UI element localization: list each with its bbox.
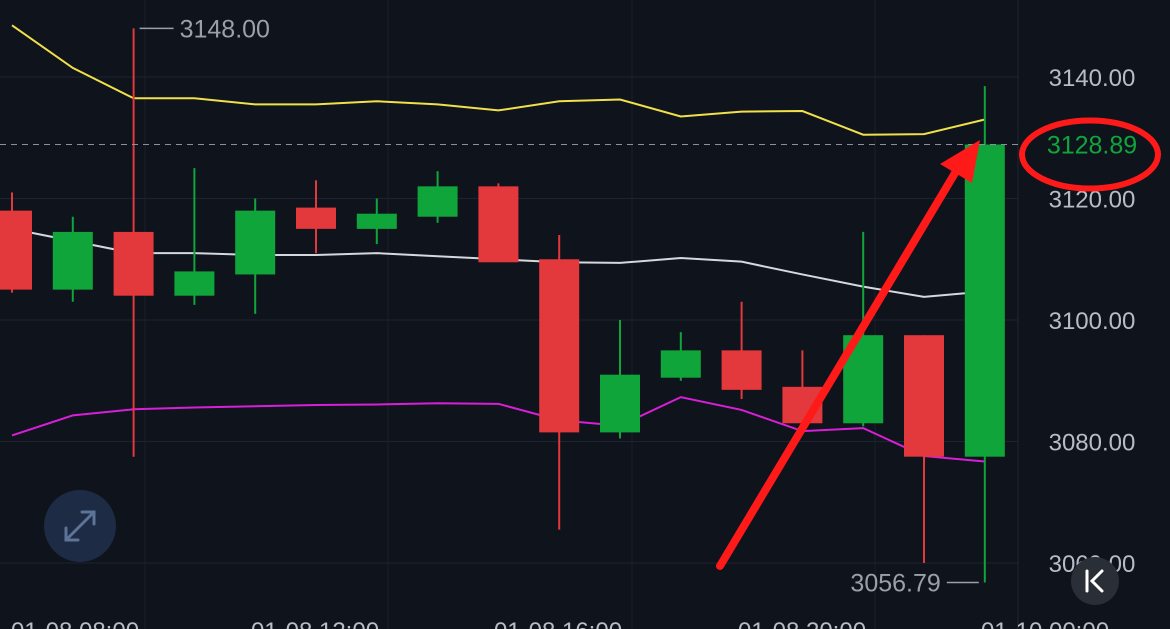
y-tick-label: 3100.00 bbox=[1049, 308, 1136, 335]
x-tick-label: 01-08 12:00 bbox=[251, 618, 379, 629]
upper-band-line bbox=[11, 24, 986, 136]
candle bbox=[0, 192, 32, 293]
candle bbox=[660, 332, 701, 381]
high-marker-label: 3148.00 bbox=[180, 15, 270, 43]
collapse-left-icon bbox=[1085, 569, 1104, 593]
candle-body bbox=[600, 374, 640, 433]
expand-icon bbox=[64, 510, 96, 542]
lower-band-line bbox=[11, 396, 985, 463]
annotation-arrow-shaft bbox=[716, 164, 962, 570]
candle bbox=[235, 198, 276, 314]
candle bbox=[356, 198, 397, 245]
candle-body bbox=[539, 259, 580, 433]
candles bbox=[0, 28, 1005, 583]
low-marker-label: 3056.79 bbox=[850, 570, 940, 598]
x-tick-label: 01-08 16:00 bbox=[494, 618, 622, 629]
candle bbox=[964, 86, 1005, 583]
candle bbox=[904, 335, 944, 563]
x-tick-label: 01-08 20:00 bbox=[738, 618, 866, 629]
candle bbox=[113, 28, 154, 457]
candle bbox=[478, 183, 519, 263]
candle-body bbox=[235, 210, 276, 275]
axes: 3140.003120.003100.003080.003060.0001-08… bbox=[11, 65, 1135, 629]
candle-body bbox=[417, 186, 458, 217]
candle bbox=[721, 301, 762, 399]
candle-body bbox=[964, 144, 1005, 457]
candle-body bbox=[52, 231, 93, 290]
candle bbox=[296, 180, 336, 254]
y-tick-label: 3140.00 bbox=[1049, 65, 1136, 92]
collapse-button[interactable] bbox=[1071, 557, 1119, 605]
candle-body bbox=[904, 335, 944, 457]
x-tick-label: 01-10 00:00 bbox=[981, 618, 1109, 629]
candle-body bbox=[721, 350, 762, 390]
annotations bbox=[716, 117, 1161, 570]
candle bbox=[174, 168, 215, 305]
current-price-label: 3128.89 bbox=[1047, 131, 1137, 159]
candle-body bbox=[660, 350, 701, 378]
candle-body bbox=[174, 271, 215, 296]
x-tick-label: 01-08 08:00 bbox=[11, 618, 139, 629]
grid bbox=[0, 0, 1019, 629]
candle bbox=[600, 320, 640, 439]
candle bbox=[417, 171, 458, 223]
y-tick-label: 3080.00 bbox=[1049, 430, 1136, 457]
candle bbox=[539, 234, 580, 530]
highlight-circle bbox=[1019, 117, 1161, 192]
candle-body bbox=[478, 186, 519, 263]
candle bbox=[52, 216, 93, 302]
candle-body bbox=[113, 231, 154, 296]
expand-button[interactable] bbox=[44, 490, 116, 562]
annotation-arrow-head bbox=[940, 140, 980, 183]
candle-body bbox=[296, 207, 336, 229]
candle-body bbox=[356, 213, 397, 229]
candle-body bbox=[0, 210, 32, 290]
